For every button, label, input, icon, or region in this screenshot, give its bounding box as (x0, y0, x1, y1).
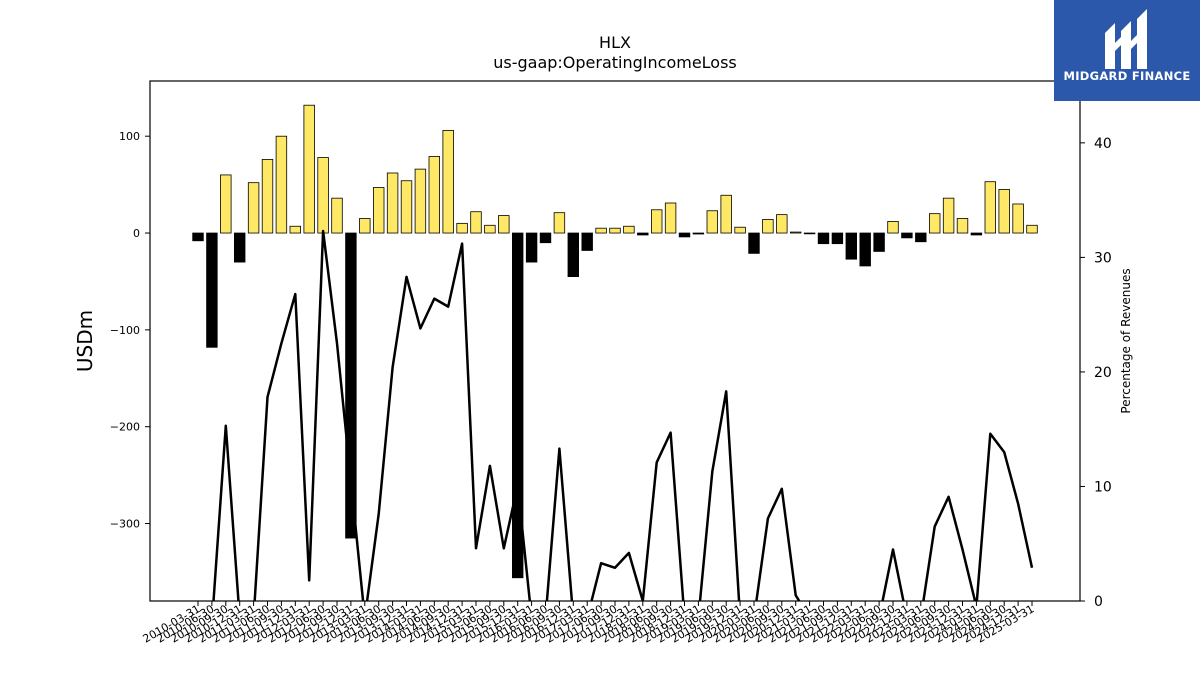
bar-2014-12-31 (456, 222, 468, 234)
bar-2024-03-31 (970, 232, 983, 236)
bar-2017-12-31 (623, 225, 635, 234)
bar-2012-06-30 (317, 157, 329, 234)
bar-2019-09-30 (720, 194, 732, 234)
bar-2018-12-31 (678, 232, 691, 238)
chart-title: HLX (599, 33, 631, 52)
bar-2020-12-31 (790, 231, 802, 234)
bar-2013-03-31 (359, 218, 371, 234)
y2-tick-label: 10 (1094, 479, 1112, 495)
bar-2015-09-30 (498, 215, 510, 234)
brand-name: MIDGARD FINANCE (1063, 69, 1191, 83)
y2-tick-label: 0 (1094, 594, 1103, 610)
bar-2012-03-31 (303, 104, 315, 234)
y2-tick-label: 40 (1094, 136, 1112, 152)
bar-2011-03-31 (247, 182, 260, 234)
bar-2015-03-31 (470, 211, 482, 234)
brand-logo: MIDGARD FINANCE (1054, 0, 1200, 101)
bar-2024-06-30 (984, 181, 997, 234)
bar-2016-03-31 (525, 232, 538, 263)
plot-frame (149, 80, 1081, 602)
bar-2021-03-31 (803, 232, 816, 235)
y2-tick-label: 30 (1094, 250, 1112, 266)
y2-tick-label: 20 (1094, 365, 1112, 381)
bar-2017-03-31 (581, 232, 593, 251)
bar-2024-09-30 (998, 189, 1010, 234)
y-tick-label: −300 (110, 518, 140, 531)
bar-2014-06-30 (428, 156, 441, 234)
bar-2022-03-31 (859, 232, 871, 267)
bar-2017-09-30 (609, 227, 621, 234)
bar-2010-03-31 (192, 232, 204, 242)
y-axis-label: USDm (73, 310, 97, 372)
line-series (212, 229, 1034, 601)
bar-2010-06-30 (206, 232, 218, 348)
percentage-line (212, 229, 1034, 601)
y-tick-label: 0 (133, 227, 140, 240)
bar-2024-12-31 (1012, 203, 1024, 234)
bar-2012-09-30 (331, 197, 343, 234)
bar-2023-03-31 (915, 232, 927, 243)
bar-2022-09-30 (887, 221, 899, 234)
y-tick-label: −200 (110, 421, 140, 434)
bar-series (192, 104, 1038, 579)
bar-2014-09-30 (442, 129, 454, 234)
bar-2020-06-30 (762, 219, 774, 234)
bar-2021-09-30 (831, 232, 844, 245)
bar-2018-03-31 (637, 232, 649, 236)
bar-2022-12-31 (901, 232, 913, 239)
bar-2015-12-31 (512, 232, 524, 579)
midgard-logo-icon (1105, 9, 1147, 69)
y2-axis-label: Percentage of Revenues (1119, 268, 1133, 413)
bar-2020-09-30 (776, 214, 788, 234)
bar-2013-12-31 (400, 180, 413, 234)
bar-2010-09-30 (220, 174, 232, 234)
bar-2023-12-31 (956, 218, 969, 234)
bar-2019-03-31 (692, 232, 705, 235)
y-tick-label: 100 (119, 130, 140, 143)
bar-2016-09-30 (553, 212, 566, 234)
bar-2020-03-31 (748, 232, 760, 254)
bar-2021-06-30 (817, 232, 830, 245)
bar-2023-09-30 (942, 197, 955, 234)
bar-2019-12-31 (734, 226, 746, 234)
bar-2023-06-30 (929, 213, 941, 234)
bar-2013-06-30 (372, 187, 385, 234)
bar-2011-09-30 (275, 135, 288, 234)
bar-2022-06-30 (873, 232, 885, 252)
bar-2016-06-30 (539, 232, 552, 244)
bar-2013-09-30 (386, 172, 399, 234)
bar-2021-12-31 (845, 232, 858, 260)
bar-2010-12-31 (233, 232, 246, 263)
bar-2016-12-31 (567, 232, 580, 278)
bar-2015-06-30 (484, 224, 496, 234)
bar-2025-03-31 (1026, 224, 1038, 234)
bar-2018-06-30 (651, 209, 663, 234)
y-tick-label: −100 (110, 324, 140, 337)
bar-2014-03-31 (414, 168, 427, 234)
bar-2019-06-30 (706, 210, 719, 234)
bar-2012-12-31 (345, 232, 357, 539)
bar-2018-09-30 (664, 202, 677, 234)
chart-subtitle: us-gaap:OperatingIncomeLoss (493, 53, 737, 72)
bar-2011-06-30 (261, 159, 274, 234)
axes: −300−200−10001000102030402010-03-312010-… (110, 80, 1112, 646)
bar-2011-12-31 (289, 225, 302, 234)
bar-2017-06-30 (595, 227, 607, 234)
